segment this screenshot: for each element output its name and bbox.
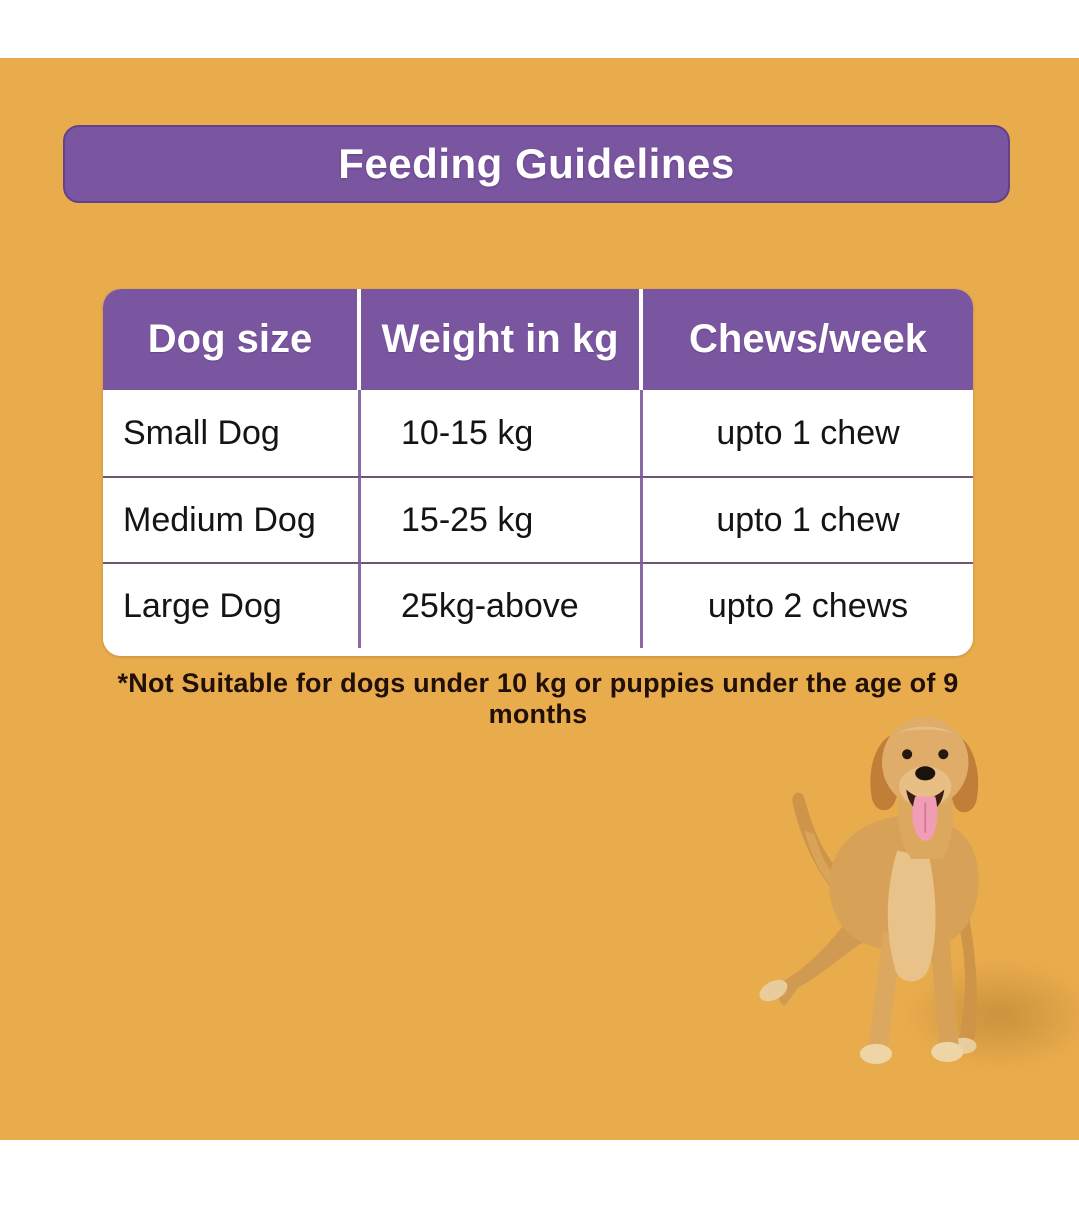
column-header-dog-size: Dog size xyxy=(103,289,361,390)
cell-medium-dog-size: Medium Dog xyxy=(103,476,361,562)
table-row-small-dog: Small Dog 10-15 kg upto 1 chew xyxy=(103,390,973,476)
cell-small-dog-weight: 10-15 kg xyxy=(361,390,643,476)
dog-left-eye xyxy=(902,749,913,760)
table-header-row: Dog size Weight in kg Chews/week xyxy=(103,289,973,390)
banner-title: Feeding Guidelines xyxy=(338,140,735,187)
table-row-large-dog: Large Dog 25kg-above upto 2 chews xyxy=(103,562,973,648)
dog-forehead xyxy=(897,726,954,735)
dog-tail-feather xyxy=(804,830,855,902)
dog-photo xyxy=(756,710,1006,1072)
feeding-guidelines-table: Dog size Weight in kg Chews/week Small D… xyxy=(103,289,973,656)
dog-front-right-leg xyxy=(929,935,959,1054)
table-row-medium-dog: Medium Dog 15-25 kg upto 1 chew xyxy=(103,476,973,562)
cell-small-dog-chews: upto 1 chew xyxy=(643,390,973,476)
top-white-bar xyxy=(0,0,1079,58)
footnote-text: *Not Suitable for dogs under 10 kg or pu… xyxy=(117,668,959,729)
dog-rear-left-paw xyxy=(759,979,788,1002)
dog-nose xyxy=(915,766,936,781)
cell-small-dog-size: Small Dog xyxy=(103,390,361,476)
cell-medium-dog-weight: 15-25 kg xyxy=(361,476,643,562)
column-header-chews-week: Chews/week xyxy=(643,289,973,390)
dog-front-left-leg xyxy=(868,931,902,1056)
dog-front-left-paw xyxy=(859,1043,893,1064)
dog-front-right-paw xyxy=(931,1041,964,1062)
table-bottom-padding xyxy=(103,648,973,656)
bottom-white-bar xyxy=(0,1140,1079,1205)
feeding-guidelines-banner: Feeding Guidelines xyxy=(63,125,1010,203)
dog-right-eye xyxy=(938,749,949,760)
cell-large-dog-chews: upto 2 chews xyxy=(643,562,973,648)
dog-rear-right-leg xyxy=(953,906,977,1051)
cell-medium-dog-chews: upto 1 chew xyxy=(643,476,973,562)
cell-large-dog-weight: 25kg-above xyxy=(361,562,643,648)
column-header-weight: Weight in kg xyxy=(361,289,643,390)
dog-chest-fur xyxy=(887,850,936,982)
dog-rear-left-leg2 xyxy=(774,909,869,996)
cell-large-dog-size: Large Dog xyxy=(103,562,361,648)
golden-retriever-illustration xyxy=(759,717,979,1064)
